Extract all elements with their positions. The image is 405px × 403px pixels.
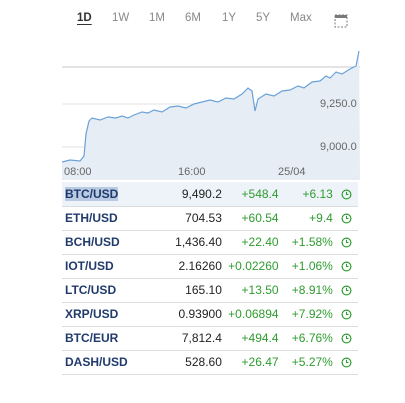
quote-symbol[interactable]: DASH/USD bbox=[62, 350, 148, 374]
symbol-text: BTC/EUR bbox=[65, 331, 119, 345]
x-tick-2504: 25/04 bbox=[278, 166, 306, 178]
quote-change: +548.4 bbox=[241, 186, 279, 201]
clock-icon bbox=[341, 285, 352, 296]
tab-1w[interactable]: 1W bbox=[112, 12, 130, 24]
quote-row[interactable]: XRP/USD 0.93900 +0.06894 +7.92% bbox=[62, 302, 358, 326]
price-line bbox=[62, 50, 360, 163]
symbol-text: LTC/USD bbox=[65, 283, 117, 297]
quote-percent: +1.58% bbox=[291, 235, 333, 249]
clock-icon bbox=[341, 261, 352, 272]
quote-status bbox=[336, 302, 358, 326]
quote-price: 0.93900 bbox=[178, 307, 222, 321]
quote-price: 2.16260 bbox=[178, 259, 222, 273]
tab-5y[interactable]: 5Y bbox=[256, 12, 271, 24]
quote-percent: +5.27% bbox=[291, 355, 333, 369]
quote-symbol[interactable]: BCH/USD bbox=[62, 230, 148, 254]
quote-percent: +7.92% bbox=[291, 307, 333, 321]
y-tick-9000: 9,000.0 bbox=[320, 141, 357, 153]
expand-icon[interactable] bbox=[334, 14, 348, 28]
quote-row[interactable]: BTC/EUR 7,812.4 +494.4 +6.76% bbox=[62, 326, 358, 350]
quotes-table: BTC/USD 9,490.2 +548.4 +6.13 ETH/USD 704.53 +6… bbox=[62, 182, 358, 375]
tab-1m[interactable]: 1M bbox=[149, 12, 165, 24]
symbol-text: DASH/USD bbox=[65, 355, 128, 369]
quote-status bbox=[336, 206, 358, 230]
clock-icon bbox=[341, 213, 352, 224]
symbol-text: BCH/USD bbox=[65, 235, 120, 249]
quote-change: +0.06894 bbox=[228, 307, 279, 321]
quote-symbol[interactable]: BTC/USD bbox=[62, 182, 148, 206]
quote-change: +22.40 bbox=[241, 235, 279, 249]
quote-status bbox=[336, 350, 358, 374]
quote-symbol[interactable]: IOT/USD bbox=[62, 254, 148, 278]
quote-row[interactable]: LTC/USD 165.10 +13.50 +8.91% bbox=[62, 278, 358, 302]
x-tick-1600: 16:00 bbox=[178, 166, 206, 178]
quote-price: 1,436.40 bbox=[175, 235, 222, 249]
price-area bbox=[62, 51, 360, 180]
quote-price: 165.10 bbox=[185, 283, 222, 297]
tab-1y[interactable]: 1Y bbox=[222, 12, 237, 24]
price-chart bbox=[62, 44, 360, 180]
quote-price: 704.53 bbox=[185, 211, 222, 225]
quote-row[interactable]: BCH/USD 1,436.40 +22.40 +1.58% bbox=[62, 230, 358, 254]
x-tick-0800: 08:00 bbox=[64, 166, 92, 178]
quote-price: 528.60 bbox=[185, 355, 222, 369]
quote-change: +0.02260 bbox=[228, 259, 279, 273]
quote-symbol[interactable]: LTC/USD bbox=[62, 278, 148, 302]
tab-max[interactable]: Max bbox=[290, 12, 312, 24]
symbol-text: ETH/USD bbox=[65, 211, 118, 225]
quote-symbol[interactable]: BTC/EUR bbox=[62, 326, 148, 350]
clock-icon bbox=[341, 237, 352, 248]
quote-change: +26.47 bbox=[241, 355, 279, 369]
quote-percent: +9.4 bbox=[309, 211, 333, 225]
quote-status bbox=[336, 254, 358, 278]
quote-percent: +6.13 bbox=[302, 186, 333, 201]
quote-status bbox=[336, 326, 358, 350]
clock-icon bbox=[341, 309, 352, 320]
timeframe-tabs: 1D 1W 1M 6M 1Y 5Y Max bbox=[62, 12, 358, 32]
quote-status bbox=[336, 230, 358, 254]
clock-icon bbox=[341, 357, 352, 368]
quote-row[interactable]: BTC/USD 9,490.2 +548.4 +6.13 bbox=[62, 182, 358, 206]
quote-row[interactable]: DASH/USD 528.60 +26.47 +5.27% bbox=[62, 350, 358, 374]
x-axis-labels: 08:00 16:00 25/04 bbox=[62, 166, 360, 180]
tab-1d[interactable]: 1D bbox=[77, 12, 92, 24]
quote-percent: +1.06% bbox=[291, 259, 333, 273]
quote-row[interactable]: ETH/USD 704.53 +60.54 +9.4 bbox=[62, 206, 358, 230]
symbol-text: IOT/USD bbox=[65, 259, 114, 273]
y-tick-9250: 9,250.0 bbox=[320, 98, 357, 110]
symbol-selection: BTC/USD bbox=[65, 186, 119, 201]
quote-percent: +6.76% bbox=[291, 331, 333, 345]
clock-icon bbox=[341, 333, 352, 344]
quote-price: 7,812.4 bbox=[181, 331, 222, 345]
quote-change: +60.54 bbox=[241, 211, 279, 225]
quote-row[interactable]: IOT/USD 2.16260 +0.02260 +1.06% bbox=[62, 254, 358, 278]
quote-percent: +8.91% bbox=[291, 283, 333, 297]
quote-symbol[interactable]: XRP/USD bbox=[62, 302, 148, 326]
quote-price: 9,490.2 bbox=[181, 186, 222, 201]
quote-change: +494.4 bbox=[241, 331, 279, 345]
quote-symbol[interactable]: ETH/USD bbox=[62, 206, 148, 230]
clock-icon bbox=[341, 189, 352, 200]
quote-change: +13.50 bbox=[241, 283, 279, 297]
tab-6m[interactable]: 6M bbox=[185, 12, 201, 24]
quote-status bbox=[336, 182, 358, 206]
symbol-text: XRP/USD bbox=[65, 307, 119, 321]
quote-status bbox=[336, 278, 358, 302]
